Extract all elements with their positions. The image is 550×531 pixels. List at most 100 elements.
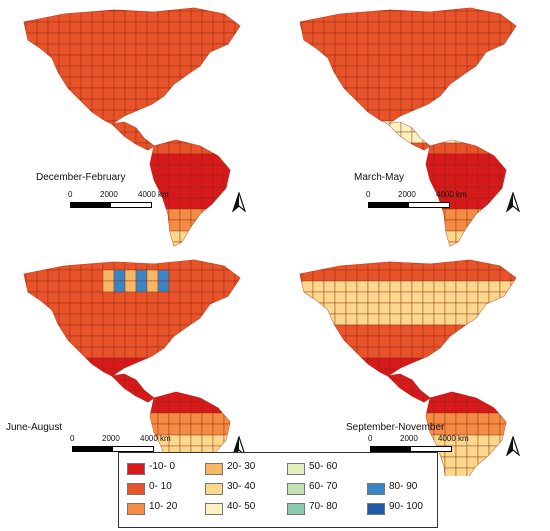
grid-cell <box>179 87 192 100</box>
grid-cell <box>47 280 60 293</box>
grid-cell <box>158 226 169 237</box>
grid-cell <box>356 10 369 23</box>
grid-cell <box>466 109 479 122</box>
grid-cell <box>4 187 15 198</box>
grid-cell <box>522 209 533 220</box>
grid-cell <box>114 248 125 259</box>
grid-cell <box>356 269 369 282</box>
grid-cell <box>125 226 136 237</box>
grid-cell <box>510 65 516 78</box>
grid-cell <box>389 269 402 282</box>
grid-cell <box>36 10 49 23</box>
grid-cell <box>257 88 268 99</box>
grid-cell <box>257 424 268 435</box>
grid-cell <box>124 302 137 315</box>
grid-cell <box>455 98 468 111</box>
grid-cell <box>179 43 192 56</box>
grid-cell <box>268 110 274 121</box>
grid-cell <box>257 132 268 143</box>
grid-cell <box>301 54 314 67</box>
grid-cell <box>544 325 550 336</box>
grid-cell <box>179 346 192 359</box>
grid-cell <box>357 237 368 248</box>
grid-cell <box>323 87 336 100</box>
grid-cell <box>312 423 325 436</box>
scale-label-2000: 2000 <box>102 434 120 443</box>
grid-cell <box>433 280 446 293</box>
grid-cell <box>257 358 268 369</box>
grid-cell <box>301 153 314 166</box>
grid-cell <box>234 131 240 144</box>
grid-cell <box>213 237 224 248</box>
grid-cell <box>510 302 516 315</box>
grid-cell <box>444 65 457 78</box>
grid-cell <box>158 248 169 259</box>
grid-cell <box>345 120 358 133</box>
grid-cell <box>477 87 490 100</box>
grid-cell <box>533 143 544 154</box>
grid-cell <box>477 346 490 359</box>
grid-cell <box>312 260 325 271</box>
grid-cell <box>488 65 501 78</box>
grid-cell <box>444 291 457 304</box>
grid-cell <box>522 259 533 270</box>
grid-cell <box>477 335 490 348</box>
grid-cell <box>499 390 512 403</box>
grid-cell <box>168 291 181 304</box>
grid-cell <box>522 292 533 303</box>
grid-cell <box>91 153 104 166</box>
grid-cell <box>422 120 435 133</box>
grid-cell <box>300 10 303 23</box>
grid-cell <box>466 10 479 23</box>
grid-cell <box>533 435 544 446</box>
grid-cell <box>477 260 490 271</box>
grid-cell <box>113 87 126 100</box>
grid-cell <box>268 303 274 314</box>
grid-cell <box>190 423 203 436</box>
grid-cell <box>411 302 424 315</box>
grid-cell <box>488 291 501 304</box>
grid-cell <box>378 346 391 359</box>
grid-cell <box>412 248 423 259</box>
grid-cell <box>246 77 257 88</box>
grid-cell <box>212 175 225 188</box>
grid-cell <box>455 142 468 155</box>
grid-cell <box>280 259 291 270</box>
season-label: December-February <box>36 172 126 183</box>
grid-cell <box>510 324 516 337</box>
grid-cell <box>356 21 369 34</box>
grid-cell <box>522 110 533 121</box>
grid-cell <box>25 346 38 359</box>
grid-cell <box>190 43 203 56</box>
grid-cell <box>124 346 137 359</box>
grid-cell <box>367 302 380 315</box>
grid-cell <box>411 131 424 144</box>
grid-cell <box>510 32 516 45</box>
grid-cell <box>234 368 240 381</box>
grid-cell <box>223 357 236 370</box>
grid-cell <box>212 291 225 304</box>
grid-cell <box>234 98 240 111</box>
grid-cell <box>280 11 291 22</box>
grid-cell <box>58 131 71 144</box>
grid-cell <box>58 368 71 381</box>
grid-cell <box>58 260 71 271</box>
scale-label-0: 0 <box>68 190 73 199</box>
grid-cell <box>345 21 358 34</box>
grid-cell <box>313 248 324 259</box>
grid-cell <box>246 121 257 132</box>
grid-cell <box>477 164 490 177</box>
grid-cell <box>190 401 203 414</box>
grid-cell <box>544 468 550 476</box>
grid-cell <box>466 197 479 210</box>
grid-cell <box>433 87 446 100</box>
grid-cell <box>499 43 512 56</box>
grid-cell <box>58 291 71 304</box>
grid-cell <box>510 467 516 476</box>
grid-cell <box>190 54 203 67</box>
grid-cell <box>257 259 268 270</box>
grid-cell <box>47 390 60 403</box>
grid-cell <box>36 260 49 271</box>
grid-cell <box>533 154 544 165</box>
grid-cell <box>477 109 490 122</box>
